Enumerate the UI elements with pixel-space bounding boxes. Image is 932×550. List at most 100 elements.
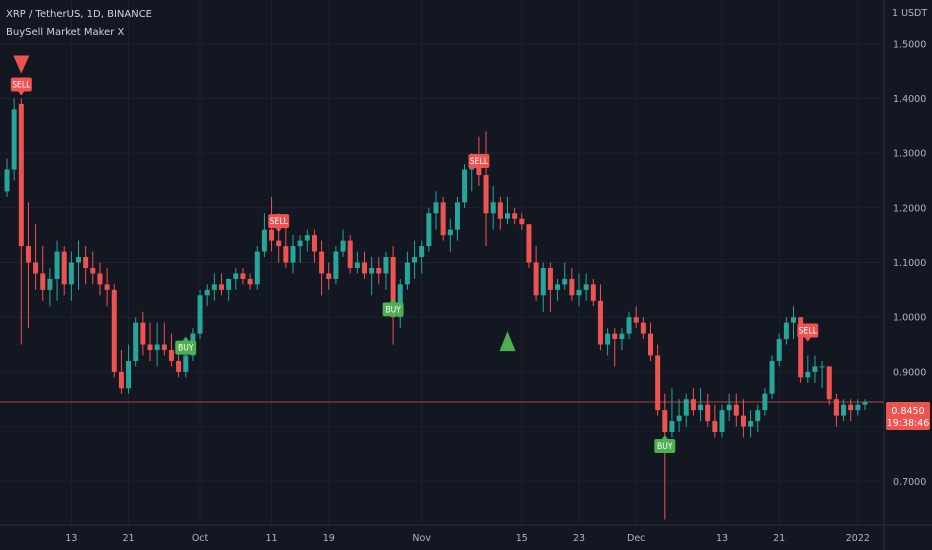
candle-body [233, 273, 239, 279]
candle [247, 273, 253, 290]
candle [505, 196, 510, 225]
candle [311, 229, 317, 263]
time-tick-label: 21 [123, 533, 135, 544]
candle [576, 273, 582, 307]
candle [733, 393, 739, 427]
chart-grid [0, 0, 884, 525]
time-tick-label: 13 [65, 533, 77, 544]
time-axis[interactable]: 13 21 Oct 11 19 Nov 15 23 Dec 13 21 2022 [65, 533, 870, 544]
candle-body [347, 240, 353, 268]
candle-body [490, 202, 496, 214]
candle [297, 235, 303, 263]
candle-body [297, 240, 303, 247]
price-tick-label: 0.9000 [893, 367, 926, 378]
candle-body [848, 404, 854, 411]
candle [219, 273, 224, 296]
candle-body [319, 251, 325, 274]
candle [25, 202, 31, 329]
candle [583, 273, 589, 301]
candle [97, 262, 103, 296]
sell-arrow-marker [13, 55, 30, 74]
candle-body [726, 404, 732, 411]
candle [426, 207, 432, 252]
candle-body [326, 273, 332, 279]
candle-body [612, 333, 618, 340]
candle-body [712, 421, 718, 433]
candle-body [783, 322, 789, 340]
candle [555, 278, 561, 301]
candle [826, 366, 832, 405]
buy-signal: BUY [382, 298, 404, 317]
candle [698, 388, 704, 422]
candle [304, 229, 310, 252]
candle [369, 257, 375, 296]
candle [605, 328, 611, 356]
candle [390, 246, 396, 345]
candle-body [376, 267, 382, 274]
candle [154, 322, 160, 367]
candle-body [805, 371, 811, 378]
candle [648, 322, 653, 361]
time-tick-label: 23 [573, 533, 585, 544]
candle-body [855, 404, 861, 411]
candle [347, 235, 353, 274]
candle-body [247, 278, 253, 285]
candle-body [383, 257, 389, 274]
signal-label-text: BUY [385, 305, 401, 315]
candle [633, 306, 639, 329]
candle [462, 164, 468, 208]
candle [762, 388, 768, 416]
time-tick-label: 2022 [846, 533, 870, 544]
candle-body [390, 257, 396, 318]
current-price-value: 0.8450 [891, 406, 924, 417]
candle-body [533, 262, 539, 296]
signal-label-box [10, 77, 32, 92]
time-tick-label: 13 [716, 533, 728, 544]
candle [261, 213, 267, 258]
candle-body [161, 344, 167, 350]
candle-body [18, 103, 24, 247]
candle [776, 333, 782, 367]
candle [240, 267, 246, 285]
candle [690, 388, 696, 416]
candle-body [111, 289, 117, 372]
candle [540, 262, 546, 312]
candle-body [283, 246, 289, 263]
candle-body [583, 284, 589, 290]
candle [619, 328, 625, 350]
signal-label-text: SELL [799, 327, 818, 337]
price-tick-label: 1.0000 [893, 313, 926, 324]
signal-label-text: BUY [178, 344, 194, 354]
candle [168, 333, 174, 367]
candle [133, 317, 139, 367]
candle [54, 240, 60, 301]
candle-body [340, 240, 346, 252]
candle-body [648, 333, 653, 356]
candle [533, 246, 539, 301]
label-pointer [804, 337, 811, 342]
buy-triangle-marker [499, 331, 516, 352]
candle-body [540, 267, 546, 296]
candle [626, 311, 632, 340]
candle [812, 355, 818, 383]
candle [433, 191, 439, 230]
candle-body [133, 322, 139, 361]
candle-body [819, 366, 825, 368]
candle [683, 393, 689, 427]
candle-body [40, 273, 46, 290]
candle [497, 196, 503, 230]
candle-body [269, 229, 275, 241]
candle-body [369, 267, 375, 274]
candle-body [83, 257, 89, 268]
candle [4, 158, 10, 197]
candle-body [197, 295, 203, 334]
candle-body [433, 202, 439, 214]
candle-body [25, 246, 31, 263]
price-tick-label: 1.4000 [893, 94, 926, 105]
candle-body [569, 278, 575, 296]
candle-body [576, 289, 582, 296]
candle-body [412, 257, 418, 263]
candle-body [426, 213, 432, 247]
candle [340, 229, 346, 258]
